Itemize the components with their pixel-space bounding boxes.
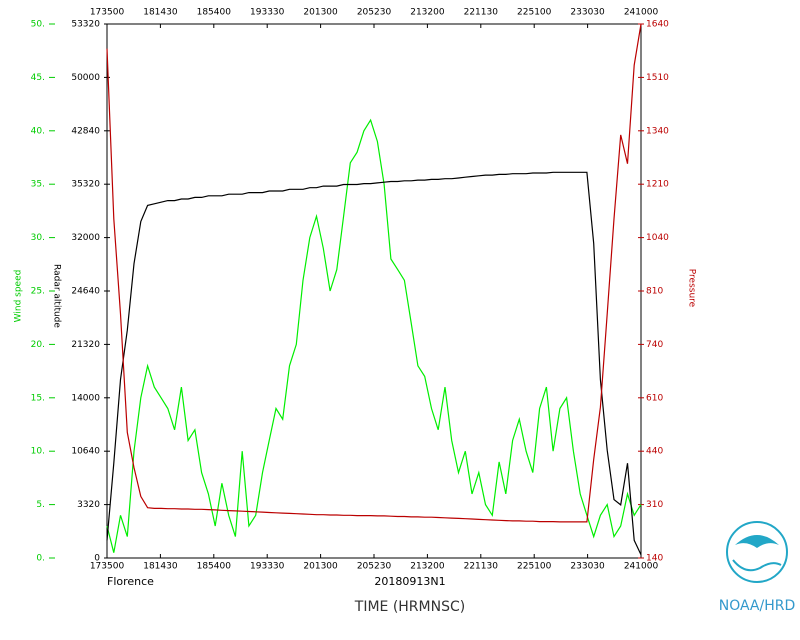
plot-frame: [106, 23, 642, 559]
yticks-label: 5.: [36, 500, 45, 510]
yticks-label: 25.: [31, 287, 45, 297]
yticks-label: 40.: [31, 126, 45, 136]
altitude-axis-label: Radar altitude: [52, 264, 62, 328]
yticks-label: 0.: [36, 554, 45, 564]
series-line: [106, 171, 642, 556]
yticks-label: 50.: [31, 20, 45, 30]
y3ticks-label: 740: [646, 340, 663, 350]
flight-id: 20180913N1: [374, 575, 445, 588]
x-tick-label-top: 173500: [90, 8, 125, 18]
y2ticks-label: 42840: [71, 126, 100, 136]
y3ticks-label: 1510: [646, 73, 669, 83]
wind-axis-label: Wind speed: [14, 270, 24, 323]
y3ticks-label: 1340: [646, 126, 669, 136]
x-tick-label: 205230: [357, 562, 392, 572]
x-tick-label: 173500: [90, 562, 125, 572]
x-tick-label-top: 181430: [143, 8, 178, 18]
yticks-label: 35.: [31, 180, 45, 190]
y3ticks-label: 440: [646, 447, 663, 457]
x-tick-label-top: 185400: [197, 8, 232, 18]
x-tick-label-top: 205230: [357, 8, 392, 18]
x-axis-label: TIME (HRMNSC): [354, 599, 465, 615]
series-line: [106, 23, 642, 523]
y3ticks-label: 810: [646, 287, 663, 297]
yticks-label: 10.: [31, 447, 45, 457]
y2ticks-label: 0: [94, 554, 100, 564]
x-tick-label-top: 221130: [464, 8, 499, 18]
y3ticks-label: 310: [646, 500, 663, 510]
y2ticks-label: 3320: [77, 500, 100, 510]
x-tick-label: 233030: [570, 562, 605, 572]
y2ticks-label: 50000: [71, 73, 100, 83]
y3ticks-label: 610: [646, 393, 663, 403]
storm-name: Florence: [107, 575, 154, 588]
y2ticks-label: 21320: [71, 340, 100, 350]
y3ticks-label: 1210: [646, 180, 669, 190]
x-tick-label: 193330: [250, 562, 285, 572]
y2ticks-label: 53320: [71, 20, 100, 30]
yticks-label: 45.: [31, 73, 45, 83]
x-tick-label: 225100: [517, 562, 552, 572]
x-tick-label: 241000: [624, 562, 659, 572]
y3ticks-label: 140: [646, 554, 663, 564]
yticks-label: 30.: [31, 233, 45, 243]
x-tick-label: 221130: [464, 562, 499, 572]
x-tick-label: 201300: [303, 562, 338, 572]
x-tick-label-top: 201300: [303, 8, 338, 18]
x-tick-label: 213200: [410, 562, 445, 572]
yticks-label: 15.: [31, 393, 45, 403]
credit: NOAA/HRD: [719, 598, 796, 614]
x-tick-label-top: 193330: [250, 8, 285, 18]
y2ticks-label: 24640: [71, 287, 100, 297]
pressure-axis-label: Pressure: [687, 269, 697, 308]
x-tick-label-top: 213200: [410, 8, 445, 18]
x-tick-label: 181430: [143, 562, 178, 572]
y3ticks-label: 1040: [646, 233, 669, 243]
y2ticks-label: 14000: [71, 393, 100, 403]
noaa-logo: [726, 521, 788, 583]
y3ticks-label: 1640: [646, 20, 669, 30]
series-line: [106, 118, 642, 553]
x-tick-label: 185400: [197, 562, 232, 572]
x-tick-label-top: 241000: [624, 8, 659, 18]
y2ticks-label: 32000: [71, 233, 100, 243]
yticks-label: 20.: [31, 340, 45, 350]
x-tick-label-top: 225100: [517, 8, 552, 18]
x-tick-label-top: 233030: [570, 8, 605, 18]
y2ticks-label: 10640: [71, 447, 100, 457]
y2ticks-label: 35320: [71, 180, 100, 190]
